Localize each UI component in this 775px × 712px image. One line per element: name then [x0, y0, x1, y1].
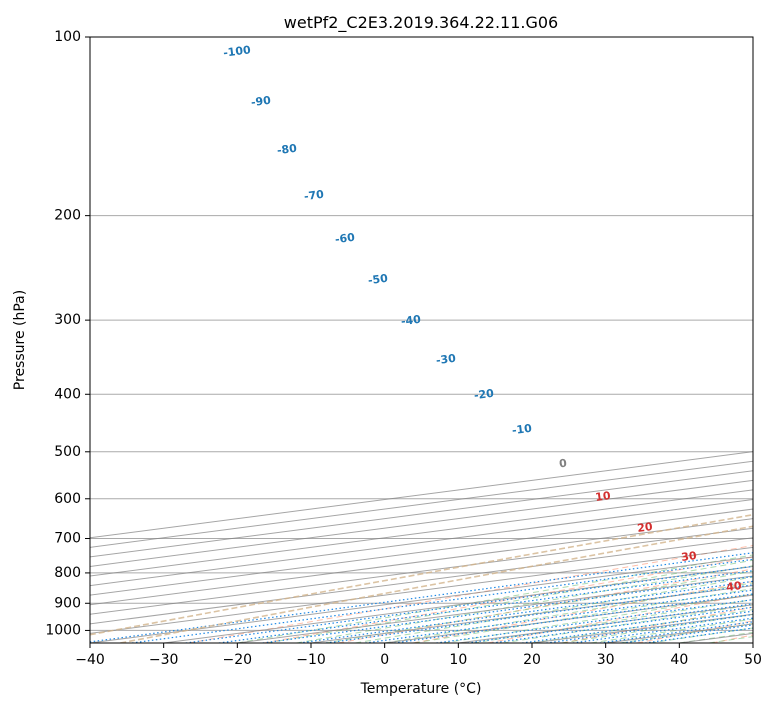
y-tick-label: 400: [54, 386, 81, 402]
x-tick-label: 0: [380, 652, 389, 668]
isotherm-label: -80: [276, 142, 298, 157]
y-tick-label: 300: [54, 312, 81, 328]
y-tick-label: 600: [54, 491, 81, 507]
chart-title: wetPf2_C2E3.2019.364.22.11.G06: [284, 13, 558, 33]
isotherm-label: -20: [473, 387, 495, 402]
y-tick-label: 500: [54, 444, 81, 460]
x-tick-label: 20: [523, 652, 541, 668]
isotherm-label: -10: [511, 422, 533, 437]
y-tick-label: 100: [54, 29, 81, 45]
y-tick-label: 700: [54, 531, 81, 547]
isotherm-label: 40: [726, 579, 743, 594]
y-tick-label: 1000: [45, 622, 81, 638]
x-tick-label: −20: [223, 652, 253, 668]
x-axis-label: Temperature (°C): [360, 681, 482, 697]
x-tick-label: −10: [296, 652, 326, 668]
y-tick-label: 800: [54, 565, 81, 581]
isotherm-label: 20: [637, 520, 654, 535]
isotherm-label: -30: [435, 352, 457, 367]
isotherm-label: -40: [400, 313, 422, 328]
isotherm-label: 10: [595, 489, 612, 504]
isotherm-label: -70: [303, 188, 325, 203]
isotherm-label: -50: [367, 272, 389, 287]
x-tick-label: −40: [75, 652, 105, 668]
x-tick-label: 10: [449, 652, 467, 668]
x-tick-label: 50: [744, 652, 762, 668]
x-tick-label: 30: [597, 652, 615, 668]
y-tick-label: 900: [54, 595, 81, 611]
isotherm-label: 30: [681, 549, 698, 564]
y-axis-label: Pressure (hPa): [12, 290, 28, 390]
x-tick-label: 40: [670, 652, 688, 668]
x-tick-label: −30: [149, 652, 179, 668]
isotherm-label: -90: [250, 94, 272, 109]
isotherm-label: -60: [334, 231, 356, 246]
y-tick-label: 200: [54, 208, 81, 224]
